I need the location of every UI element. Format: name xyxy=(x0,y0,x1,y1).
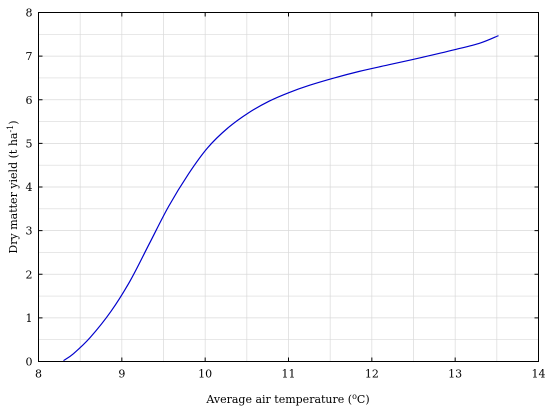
y-axis-label-end: ) xyxy=(7,120,20,124)
y-tick-label: 3 xyxy=(26,225,33,238)
x-tick-label: 12 xyxy=(365,368,379,381)
grid xyxy=(38,12,539,362)
x-tick-label: 10 xyxy=(198,368,212,381)
x-axis-label-sup: o xyxy=(352,392,357,401)
x-tick-label: 13 xyxy=(448,368,462,381)
y-tick-label: 5 xyxy=(26,137,33,150)
y-tick-label: 7 xyxy=(26,50,33,63)
y-tick-label: 6 xyxy=(26,94,33,107)
x-tick-label: 8 xyxy=(35,368,42,381)
x-axis-label-unit: C xyxy=(357,393,365,406)
x-tick-label: 14 xyxy=(532,368,546,381)
x-tick-label: 9 xyxy=(118,368,125,381)
series-line xyxy=(63,35,499,362)
x-tick-label: 11 xyxy=(282,368,296,381)
x-axis-label: Average air temperature (oC) xyxy=(205,392,369,406)
y-tick-labels: 0 1 2 3 4 5 6 7 8 xyxy=(26,7,33,369)
y-tick-label: 4 xyxy=(26,181,33,194)
y-tick-label: 8 xyxy=(26,7,33,20)
x-tick-labels: 8 9 10 11 12 13 14 xyxy=(35,368,546,381)
y-tick-label: 0 xyxy=(26,356,33,369)
y-tick-label: 2 xyxy=(26,268,33,281)
y-axis-label: Dry matter yield (t ha-1) xyxy=(6,120,20,253)
y-axis-label-sup: -1 xyxy=(6,125,15,133)
ticks xyxy=(38,12,539,362)
y-tick-label: 1 xyxy=(26,312,33,325)
